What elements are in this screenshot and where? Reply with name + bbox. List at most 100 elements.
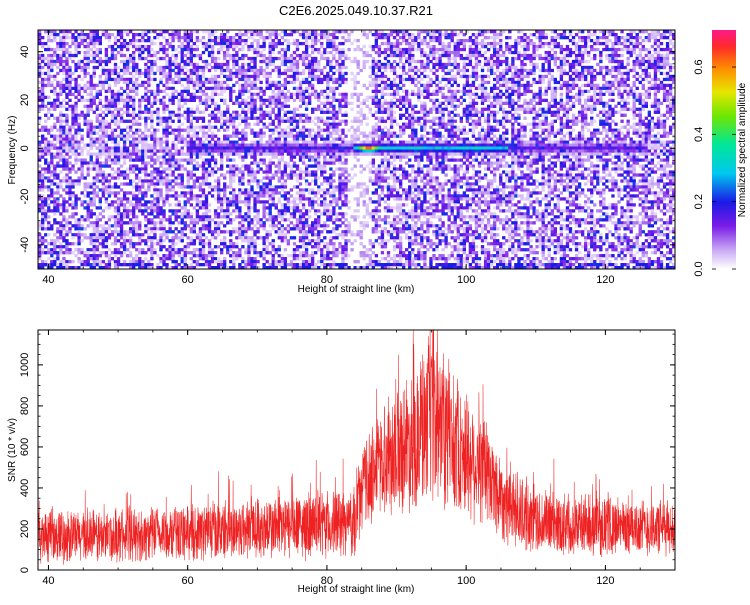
heatmap-cell [59, 42, 62, 45]
heatmap-cell [435, 111, 438, 114]
heatmap-cell [496, 33, 499, 36]
heatmap-cell [496, 138, 499, 141]
heatmap-cell [311, 135, 314, 138]
heatmap-cell [59, 120, 62, 123]
heatmap-cell [56, 117, 59, 120]
heatmap-cell [590, 96, 593, 99]
heatmap-cell [633, 51, 636, 54]
heatmap-cell [335, 117, 338, 120]
heatmap-cell [569, 51, 572, 54]
heatmap-cell [575, 57, 578, 60]
heatmap-cell [441, 123, 444, 126]
heatmap-cell [114, 144, 117, 147]
heatmap-cell [223, 87, 226, 90]
heatmap-cell [147, 75, 150, 78]
heatmap-cell [569, 90, 572, 93]
heatmap-cell [648, 111, 651, 114]
heatmap-cell [262, 36, 265, 39]
heatmap-cell [390, 87, 393, 90]
heatmap-cell [384, 111, 387, 114]
heatmap-cell [284, 60, 287, 63]
heatmap-cell [165, 81, 168, 84]
heatmap-cell [344, 141, 347, 144]
heatmap-cell [451, 105, 454, 108]
heatmap-cell [141, 132, 144, 135]
heatmap-cell [256, 69, 259, 72]
heatmap-cell [369, 45, 372, 48]
heatmap-cell [460, 141, 463, 144]
heatmap-cell [481, 69, 484, 72]
heatmap-cell [323, 33, 326, 36]
heatmap-cell [305, 105, 308, 108]
heatmap-cell [654, 75, 657, 78]
heatmap-cell [141, 45, 144, 48]
heatmap-cell [111, 111, 114, 114]
heatmap-cell [235, 39, 238, 42]
heatmap-cell [171, 87, 174, 90]
heatmap-cell [281, 57, 284, 60]
heatmap-cell [68, 126, 71, 129]
heatmap-cell [87, 60, 90, 63]
heatmap-cell [648, 33, 651, 36]
heatmap-cell [626, 96, 629, 99]
heatmap-cell [432, 72, 435, 75]
heatmap-cell [526, 87, 529, 90]
heatmap-cell [150, 135, 153, 138]
heatmap-cell [144, 81, 147, 84]
heatmap-cell [269, 129, 272, 132]
heatmap-cell [654, 93, 657, 96]
heatmap-cell [417, 45, 420, 48]
heatmap-cell [308, 99, 311, 102]
heatmap-cell [469, 102, 472, 105]
heatmap-cell [199, 84, 202, 87]
heatmap-cell [114, 123, 117, 126]
heatmap-cell [162, 99, 165, 102]
heatmap-cell [108, 39, 111, 42]
heatmap-cell [344, 114, 347, 117]
heatmap-cell [193, 111, 196, 114]
heatmap-cell [532, 72, 535, 75]
heatmap-cell [475, 63, 478, 66]
heatmap-cell [65, 114, 68, 117]
heatmap-cell [466, 54, 469, 57]
heatmap-cell [178, 129, 181, 132]
heatmap-cell [259, 132, 262, 135]
heatmap-cell [80, 96, 83, 99]
heatmap-cell [393, 117, 396, 120]
heatmap-cell [256, 93, 259, 96]
heatmap-cell [490, 111, 493, 114]
heatmap-cell [593, 102, 596, 105]
heatmap-cell [387, 63, 390, 66]
heatmap-cell [642, 105, 645, 108]
heatmap-cell [605, 111, 608, 114]
heatmap-cell [129, 99, 132, 102]
heatmap-cell [608, 72, 611, 75]
heatmap-cell [272, 93, 275, 96]
heatmap-cell [202, 36, 205, 39]
heatmap-cell [305, 108, 308, 111]
heatmap-cell [80, 129, 83, 132]
heatmap-cell [584, 105, 587, 108]
heatmap-cell [159, 102, 162, 105]
heatmap-cell [441, 135, 444, 138]
heatmap-cell [326, 75, 329, 78]
heatmap-cell [432, 117, 435, 120]
heatmap-cell [296, 141, 299, 144]
heatmap-cell [208, 141, 211, 144]
heatmap-cell [520, 126, 523, 129]
heatmap-cell [99, 144, 102, 147]
heatmap-cell [620, 126, 623, 129]
heatmap-cell [369, 135, 372, 138]
heatmap-cell [272, 48, 275, 51]
heatmap-cell [381, 96, 384, 99]
heatmap-cell [338, 69, 341, 72]
heatmap-cell [250, 66, 253, 69]
heatmap-cell [84, 120, 87, 123]
heatmap-cell [633, 105, 636, 108]
heatmap-cell [214, 117, 217, 120]
heatmap-cell [84, 114, 87, 117]
heatmap-cell [156, 36, 159, 39]
heatmap-cell [256, 45, 259, 48]
heatmap-cell [372, 99, 375, 102]
heatmap-cell [59, 135, 62, 138]
